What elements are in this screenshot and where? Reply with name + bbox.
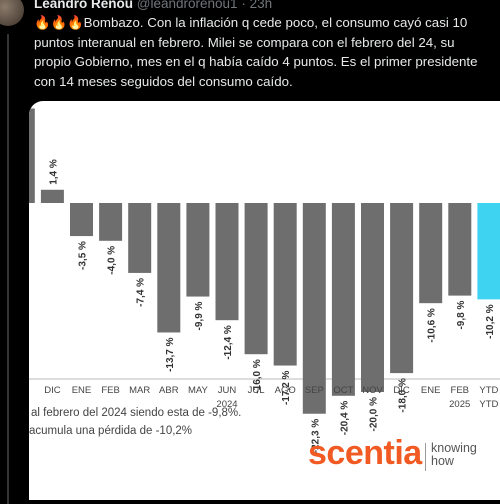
bar: [29, 108, 35, 203]
category-label: MAY: [188, 385, 209, 396]
year-label: 2025: [449, 399, 470, 410]
tweet-body: Bombazo. Con la inflación q cede poco, e…: [34, 15, 478, 89]
bar: [186, 203, 210, 297]
tweet-header: Leandro Renou @leandrorenou1 · 23h: [34, 0, 272, 11]
category-label: FEB: [451, 385, 469, 396]
footnote-line-2: acumula una pérdida de -10,2%: [29, 425, 193, 437]
bar: [244, 203, 268, 355]
data-label: -20,4 %: [339, 401, 350, 436]
data-label: -16,0 %: [252, 359, 263, 394]
logo-tagline: knowing how: [431, 442, 477, 468]
avatar[interactable]: [0, 0, 24, 26]
category-label: DIC: [44, 385, 61, 396]
data-label: -9,9 %: [194, 301, 205, 330]
bar: [99, 203, 123, 241]
scentia-logo: scentia: [308, 434, 422, 472]
category-label: FEB: [101, 385, 119, 396]
thread-line: [7, 34, 9, 504]
logo-divider: [425, 443, 426, 471]
category-label: AGO: [275, 385, 296, 396]
bar: [40, 189, 64, 203]
data-label: -4,0 %: [107, 246, 118, 275]
tagline-line-1: knowing: [431, 441, 477, 455]
bar: [128, 203, 152, 273]
data-label: -22,3 %: [310, 419, 321, 454]
category-sublabel: YTD: [479, 399, 498, 410]
bar: [215, 203, 239, 321]
data-label: -13,7 %: [165, 337, 176, 372]
bar: [448, 203, 472, 296]
tweet-text: 🔥🔥🔥Bombazo. Con la inflación q cede poco…: [34, 13, 494, 91]
category-label: NOV: [362, 385, 383, 396]
data-label: -7,4 %: [136, 278, 147, 307]
data-label: -18,0 %: [398, 378, 409, 413]
bar: [302, 203, 326, 414]
category-label: MAR: [129, 385, 150, 396]
footnote-line-1: al febrero del 2024 siendo esta de -9,8%…: [31, 407, 242, 419]
category-label: DIC: [393, 385, 410, 396]
data-label: -3,5 %: [78, 241, 89, 270]
bar: [390, 203, 414, 374]
bar: [273, 203, 297, 366]
category-label: ENE: [72, 385, 92, 396]
author-handle[interactable]: @leandrorenou1: [136, 0, 238, 11]
bar: [419, 203, 443, 304]
tagline-line-2: how: [431, 454, 454, 468]
data-label: -9,8 %: [456, 301, 467, 330]
tweet-time[interactable]: 23h: [249, 0, 273, 11]
bar: [361, 203, 384, 392]
data-label: -20,0 %: [369, 397, 380, 432]
category-label: ENE: [421, 385, 441, 396]
bar: [70, 203, 93, 237]
consumption-bar-chart: V1,4 %DIC-3,5 %ENE-4,0 %FEB-7,4 %MAR-13,…: [29, 108, 500, 454]
author-name[interactable]: Leandro Renou: [34, 0, 134, 11]
data-label: -12,4 %: [223, 325, 234, 360]
bar: [157, 203, 181, 333]
bar: [331, 203, 355, 396]
separator-dot: ·: [241, 0, 246, 11]
data-label: -10,2 %: [485, 304, 496, 339]
category-label: YTD: [479, 385, 498, 396]
category-label: OCT: [333, 385, 353, 396]
category-label: JUL: [248, 385, 265, 396]
fire-icon: 🔥🔥🔥: [34, 15, 84, 30]
category-label: JUN: [218, 385, 237, 396]
category-label: ABR: [159, 385, 179, 396]
data-label: 1,4 %: [48, 159, 59, 185]
tweet-media-image[interactable]: V1,4 %DIC-3,5 %ENE-4,0 %FEB-7,4 %MAR-13,…: [29, 101, 500, 500]
bar: [477, 203, 500, 300]
data-label: -10,6 %: [427, 308, 438, 343]
category-label: SEP: [305, 385, 324, 396]
year-label: 2024: [216, 399, 237, 410]
data-label: -17,2 %: [281, 370, 292, 405]
